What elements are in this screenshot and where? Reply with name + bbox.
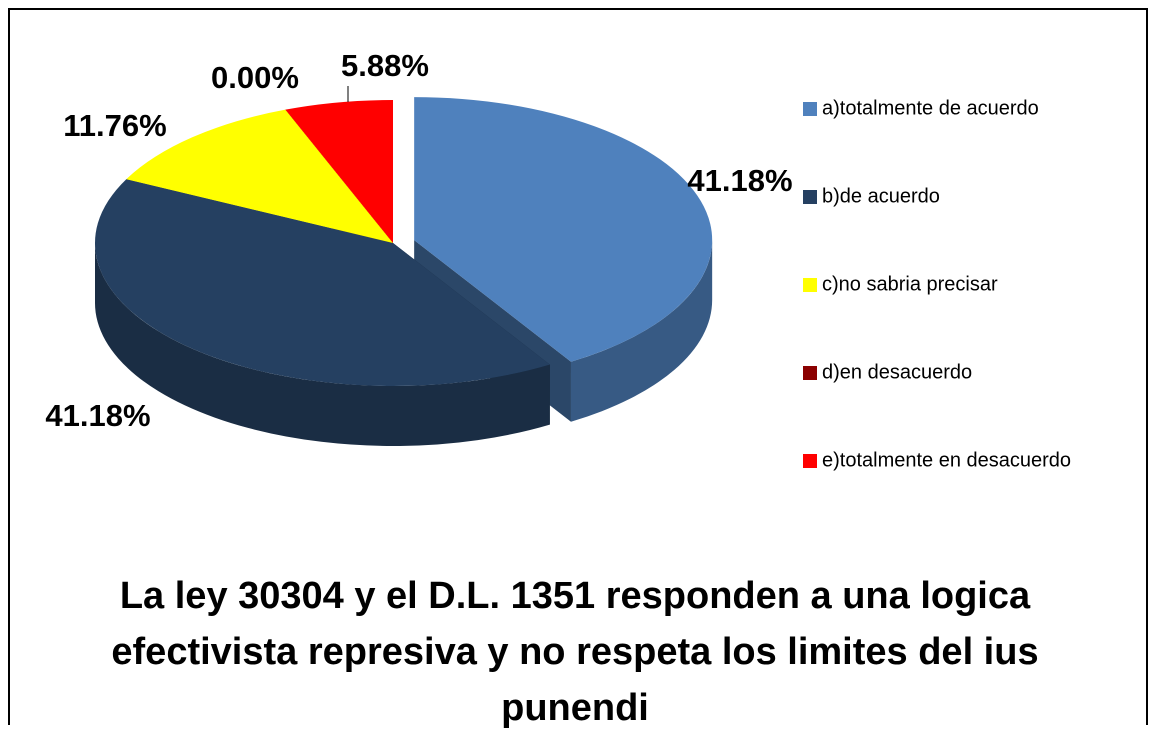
data-label: 11.76% (63, 108, 166, 143)
legend-swatch (803, 366, 817, 380)
data-label: 5.88% (341, 48, 429, 83)
data-label: 41.18% (687, 163, 792, 198)
legend-label: b)de acuerdo (822, 185, 940, 207)
chart-frame (8, 8, 1148, 725)
chart-title: La ley 30304 y el D.L. 1351 responden a … (111, 575, 1039, 729)
slice-side (95, 243, 550, 446)
data-label: 0.00% (211, 60, 299, 95)
data-label: 41.18% (45, 398, 150, 433)
slice (95, 179, 550, 387)
legend-swatch (803, 190, 817, 204)
slice (126, 109, 393, 243)
legend-swatch (803, 278, 817, 292)
slice (285, 100, 393, 243)
slice (414, 97, 713, 362)
legend-label: e)totalmente en desacuerdo (822, 449, 1071, 471)
legend-label: a)totalmente de acuerdo (822, 97, 1039, 119)
legend-label: d)en desacuerdo (822, 361, 972, 383)
legend-swatch (803, 102, 817, 116)
slice-side (570, 240, 713, 422)
legend-swatch (803, 454, 817, 468)
legend-label: c)no sabria precisar (822, 273, 998, 295)
